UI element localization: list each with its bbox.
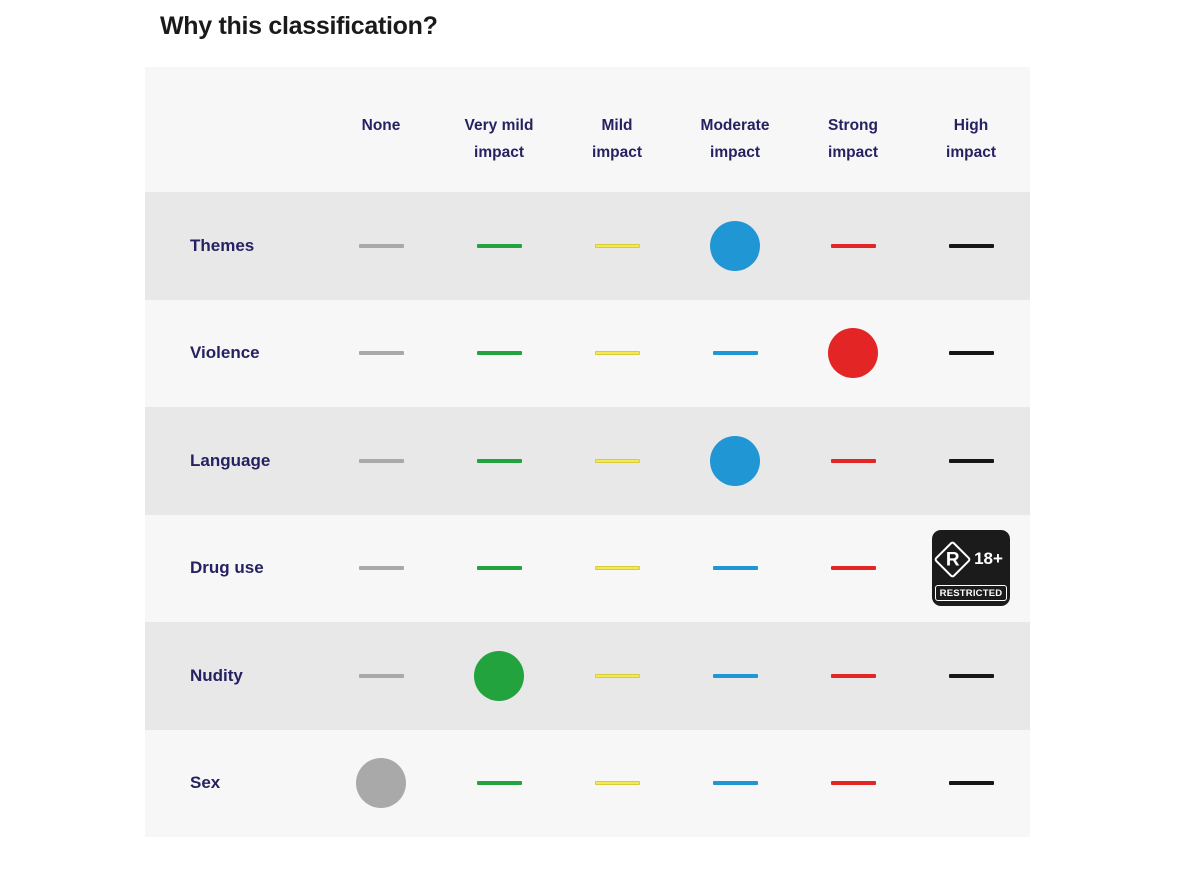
row-label-drug-use: Drug use [190, 558, 264, 578]
row-label-nudity: Nudity [190, 665, 243, 685]
dash-marker-none [358, 566, 404, 571]
row-themes: Themes [145, 192, 1030, 300]
dash-marker-high [948, 781, 994, 786]
dash-marker-strong [830, 458, 876, 463]
selected-circle-marker-very-mild [474, 650, 524, 701]
dash-marker-none [358, 458, 404, 463]
dash-marker-strong [830, 673, 876, 678]
dash-marker-mild [594, 351, 640, 356]
r18-rating-letter: R [945, 548, 960, 570]
dash-marker-none [358, 243, 404, 248]
column-header-moderate: Moderate impact [700, 117, 770, 161]
dash-marker-strong [830, 243, 876, 248]
row-label-language: Language [190, 450, 271, 470]
dash-marker-mild [594, 673, 640, 678]
dash-marker-very-mild [476, 243, 522, 248]
dash-marker-mild [594, 781, 640, 786]
row-violence: Violence [145, 300, 1030, 408]
dash-marker-moderate [712, 351, 758, 356]
dash-marker-strong [830, 781, 876, 786]
row-label-violence: Violence [190, 343, 260, 363]
column-header-mild: Mild impact [592, 117, 642, 161]
dash-marker-strong [830, 566, 876, 571]
column-header-none: None [361, 117, 401, 134]
selected-circle-marker-moderate [710, 435, 760, 486]
dash-marker-high [948, 673, 994, 678]
dash-marker-high [948, 458, 994, 463]
matrix-header-row: None Very mild impact Mild impact Modera… [145, 67, 1030, 192]
row-label-sex: Sex [190, 773, 221, 793]
page-title: Why this classification? [160, 12, 438, 40]
selected-circle-marker-none [356, 758, 406, 809]
dash-marker-mild [594, 458, 640, 463]
r18-diamond-icon: R [933, 540, 972, 579]
row-drug-use: Drug use R 18+ RESTRICTED [145, 515, 1030, 623]
dash-marker-moderate [712, 781, 758, 786]
dash-marker-high [948, 351, 994, 356]
dash-marker-mild [594, 566, 640, 571]
selected-circle-marker-strong [828, 328, 878, 379]
header-spacer [145, 67, 322, 192]
row-label-themes: Themes [190, 235, 255, 255]
selected-circle-marker-moderate [710, 220, 760, 271]
column-header-strong: Strong impact [828, 117, 878, 161]
dash-marker-none [358, 673, 404, 678]
r18-restricted-badge: R 18+ RESTRICTED [932, 530, 1010, 607]
dash-marker-very-mild [476, 351, 522, 356]
row-language: Language [145, 407, 1030, 515]
column-header-very-mild: Very mild impact [464, 117, 534, 161]
dash-marker-very-mild [476, 458, 522, 463]
dash-marker-mild [594, 243, 640, 248]
dash-marker-none [358, 351, 404, 356]
column-header-high: High impact [946, 117, 996, 161]
row-sex: Sex [145, 730, 1030, 838]
classification-impact-matrix: None Very mild impact Mild impact Modera… [145, 67, 1030, 837]
row-nudity: Nudity [145, 622, 1030, 730]
r18-restricted-caption: RESTRICTED [935, 585, 1007, 602]
dash-marker-moderate [712, 566, 758, 571]
dash-marker-high [948, 243, 994, 248]
dash-marker-very-mild [476, 781, 522, 786]
dash-marker-moderate [712, 673, 758, 678]
dash-marker-very-mild [476, 566, 522, 571]
r18-age-text: 18+ [974, 548, 1003, 568]
